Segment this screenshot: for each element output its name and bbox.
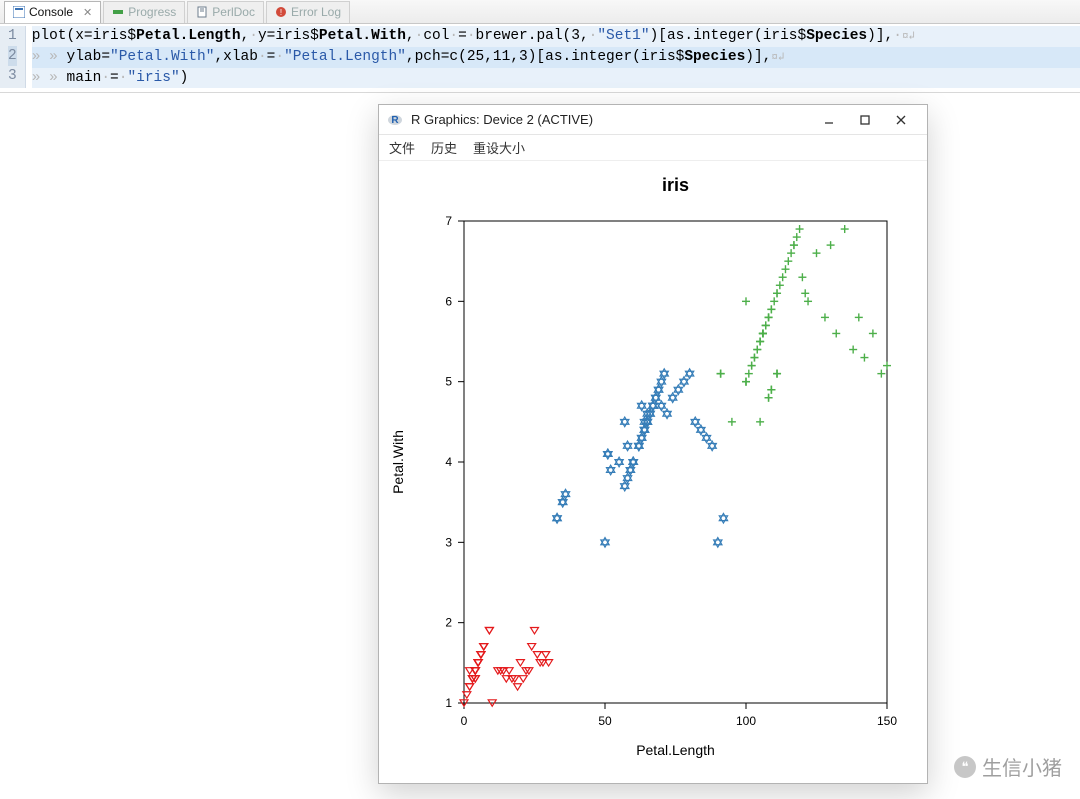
svg-text:Petal.With: Petal.With <box>390 430 406 494</box>
code-editor: 123 plot(x=iris$Petal.Length,·y=iris$Pet… <box>0 24 1080 93</box>
tab-label: Error Log <box>291 5 341 19</box>
console-icon <box>13 6 25 18</box>
menu-file[interactable]: 文件 <box>389 138 415 157</box>
line-gutter: 123 <box>0 26 26 88</box>
svg-text:3: 3 <box>445 535 452 549</box>
close-button[interactable] <box>883 106 919 134</box>
close-icon[interactable]: ✕ <box>83 6 92 19</box>
chart: iris 0 50 100 150 1 2 3 4 5 6 7 Petal.Length Petal.Wi… <box>379 161 927 783</box>
tab-label: Console <box>29 5 73 19</box>
progress-icon <box>112 6 124 18</box>
tab-label: PerlDoc <box>212 5 255 19</box>
error-icon: ! <box>275 6 287 18</box>
svg-text:5: 5 <box>445 375 452 389</box>
watermark: ❝ 生信小猪 <box>954 752 1062 781</box>
window-titlebar[interactable]: R R Graphics: Device 2 (ACTIVE) <box>379 105 927 135</box>
svg-text:7: 7 <box>445 214 452 228</box>
tab-progress[interactable]: Progress <box>103 1 185 23</box>
tab-error-log[interactable]: ! Error Log <box>266 1 350 23</box>
svg-text:1: 1 <box>445 696 452 710</box>
svg-text:Petal.Length: Petal.Length <box>636 742 715 758</box>
svg-text:!: ! <box>280 8 282 17</box>
code-body[interactable]: plot(x=iris$Petal.Length,·y=iris$Petal.W… <box>26 26 1080 88</box>
menu-resize[interactable]: 重设大小 <box>473 138 525 157</box>
r-window-menu: 文件 历史 重设大小 <box>379 135 927 161</box>
tab-console[interactable]: Console ✕ <box>4 1 101 23</box>
minimize-button[interactable] <box>811 106 847 134</box>
menu-history[interactable]: 历史 <box>431 138 457 157</box>
window-title: R Graphics: Device 2 (ACTIVE) <box>411 112 811 127</box>
svg-text:4: 4 <box>445 455 452 469</box>
svg-text:iris: iris <box>662 175 689 195</box>
perldoc-icon <box>196 6 208 18</box>
svg-text:R: R <box>391 115 399 126</box>
r-logo-icon: R <box>387 112 403 128</box>
svg-text:2: 2 <box>445 616 452 630</box>
r-graphics-window: R R Graphics: Device 2 (ACTIVE) 文件 历史 重设… <box>378 104 928 784</box>
svg-text:50: 50 <box>598 714 612 728</box>
tab-label: Progress <box>128 5 176 19</box>
watermark-text: 生信小猪 <box>982 752 1062 781</box>
tab-perldoc[interactable]: PerlDoc <box>187 1 264 23</box>
svg-text:150: 150 <box>877 714 897 728</box>
svg-text:6: 6 <box>445 294 452 308</box>
svg-text:100: 100 <box>736 714 756 728</box>
maximize-button[interactable] <box>847 106 883 134</box>
wechat-icon: ❝ <box>954 756 976 778</box>
svg-text:0: 0 <box>461 714 468 728</box>
views-tab-bar: Console ✕ Progress PerlDoc ! Error Log <box>0 0 1080 24</box>
